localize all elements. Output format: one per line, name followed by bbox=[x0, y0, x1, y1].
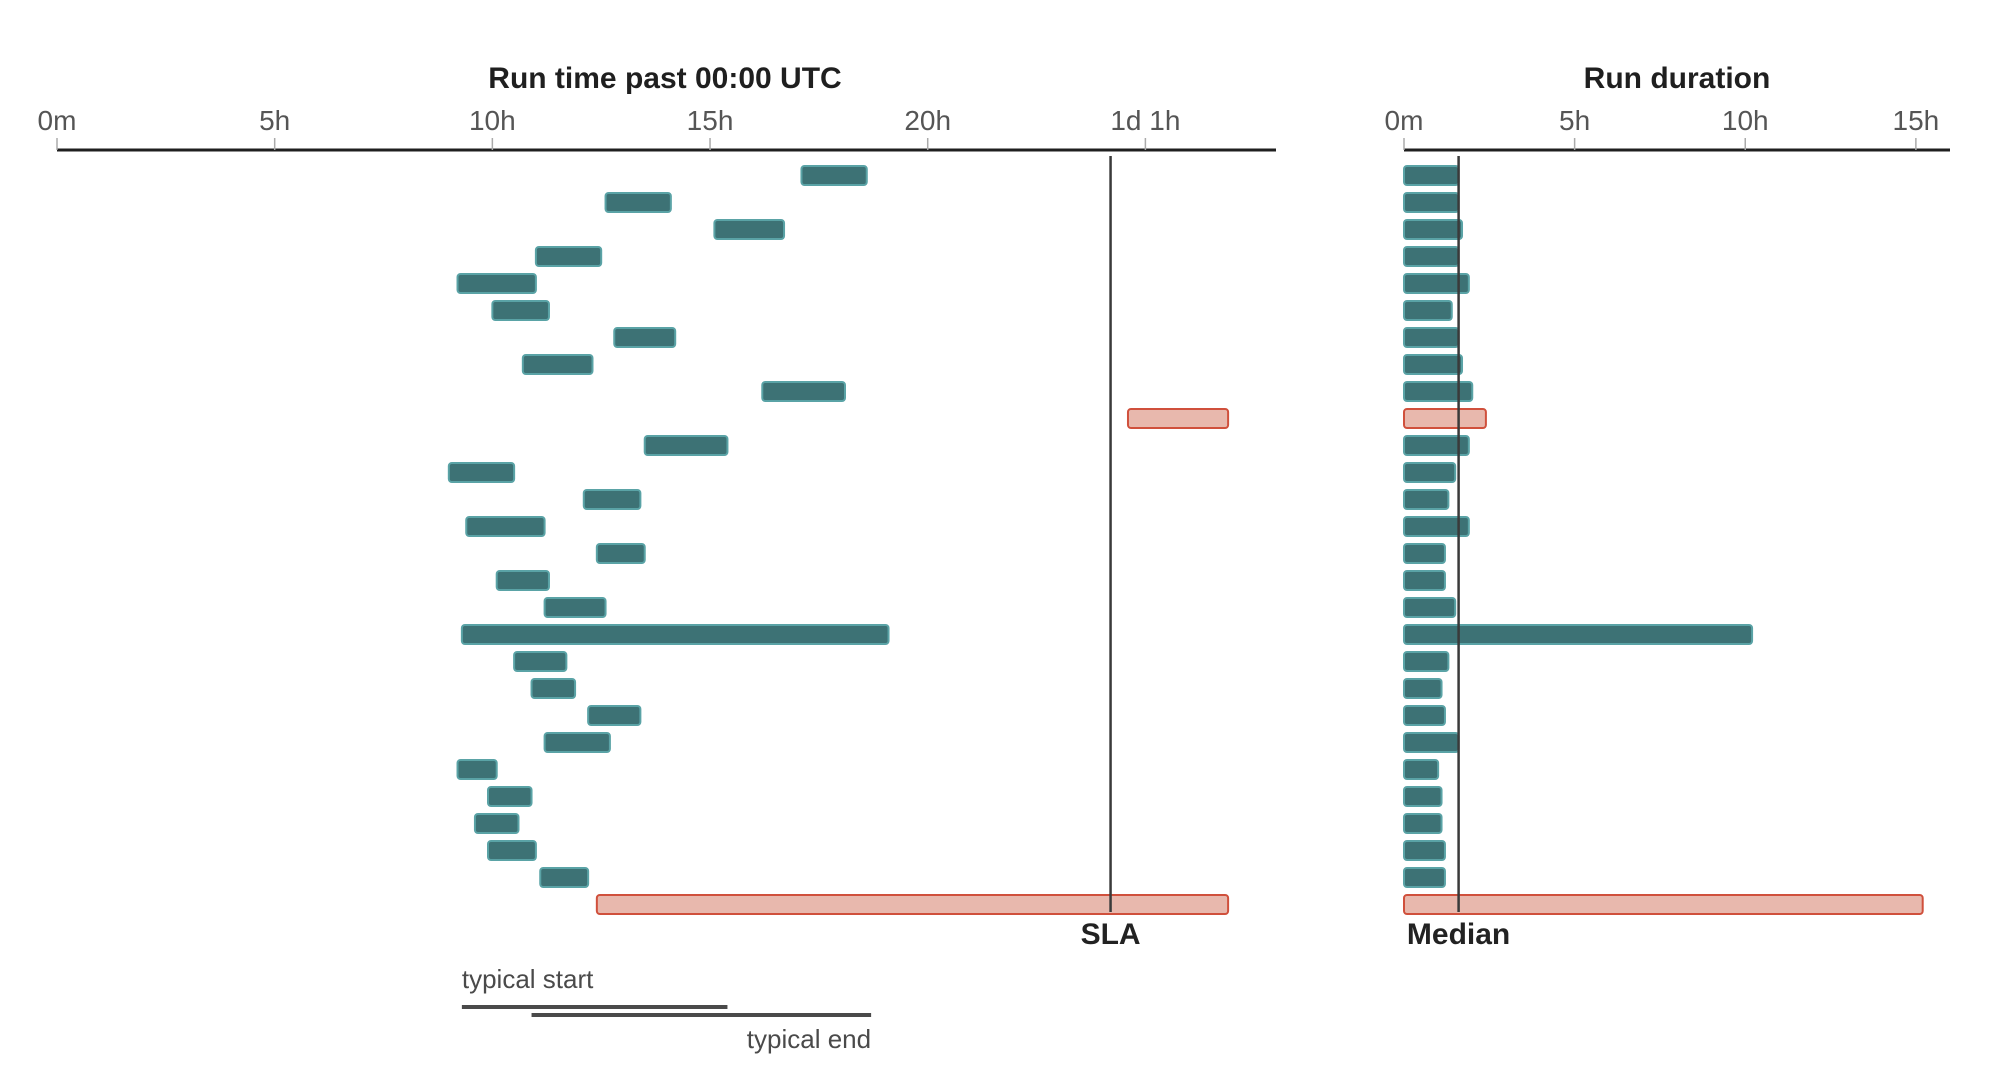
run-bar bbox=[447, 462, 516, 483]
typical-start-label: typical start bbox=[462, 964, 594, 994]
duration-bar bbox=[1403, 192, 1460, 213]
run-bar bbox=[456, 273, 537, 294]
run-bar bbox=[460, 624, 890, 645]
run-duration-tick-label: 10h bbox=[1722, 105, 1769, 136]
run-time-tick-label: 1d 1h bbox=[1110, 105, 1180, 136]
duration-bar bbox=[1403, 732, 1460, 753]
run-bar bbox=[491, 300, 550, 321]
run-bar bbox=[530, 678, 577, 699]
run-duration-panel: Run duration 0m 5h 10h 15h Median bbox=[1385, 62, 1950, 951]
run-duration-tick-label: 15h bbox=[1893, 105, 1940, 136]
run-time-panel: Run time past 00:00 UTC 0m 5h 10h 15h 20h 1d … bbox=[38, 62, 1276, 1054]
run-bar bbox=[487, 840, 537, 861]
duration-bar bbox=[1403, 300, 1453, 321]
run-duration-bars bbox=[1403, 165, 1924, 915]
run-duration-tick-label: 5h bbox=[1559, 105, 1590, 136]
duration-bar bbox=[1403, 273, 1470, 294]
run-bar bbox=[543, 597, 607, 618]
duration-bar bbox=[1403, 705, 1446, 726]
duration-bar bbox=[1403, 165, 1460, 186]
run-bar bbox=[513, 651, 568, 672]
duration-bar bbox=[1403, 489, 1450, 510]
duration-bar bbox=[1403, 651, 1450, 672]
duration-bar bbox=[1403, 246, 1460, 267]
duration-bar bbox=[1403, 354, 1464, 375]
run-bar bbox=[643, 435, 729, 456]
duration-bar bbox=[1403, 678, 1443, 699]
run-time-bars bbox=[447, 165, 1230, 915]
duration-bar bbox=[1403, 516, 1470, 537]
run-time-tick-label: 0m bbox=[38, 105, 77, 136]
sla-label: SLA bbox=[1081, 918, 1141, 951]
run-bar bbox=[761, 381, 846, 402]
duration-bar bbox=[1403, 840, 1446, 861]
duration-bar bbox=[1403, 624, 1754, 645]
run-time-ticks: 0m 5h 10h 15h 20h 1d 1h bbox=[38, 105, 1180, 150]
run-time-title: Run time past 00:00 UTC bbox=[488, 62, 841, 95]
typical-range-legend: typical start typical end bbox=[461, 964, 872, 1054]
run-bar bbox=[534, 246, 603, 267]
duration-bar bbox=[1403, 327, 1460, 348]
run-bar bbox=[465, 516, 546, 537]
duration-bar bbox=[1403, 786, 1443, 807]
run-bar-late bbox=[595, 894, 1230, 915]
duration-bar bbox=[1403, 597, 1457, 618]
duration-bar bbox=[1403, 543, 1446, 564]
run-bar bbox=[495, 570, 550, 591]
run-bar bbox=[713, 219, 786, 240]
run-bar bbox=[521, 354, 594, 375]
run-bar bbox=[456, 759, 498, 780]
run-bar bbox=[582, 489, 642, 510]
run-time-tick-label: 10h bbox=[469, 105, 516, 136]
duration-bar bbox=[1403, 867, 1446, 888]
run-bar bbox=[473, 813, 520, 834]
run-time-tick-label: 15h bbox=[687, 105, 734, 136]
run-bar-late bbox=[1126, 408, 1230, 429]
duration-bar bbox=[1403, 570, 1446, 591]
median-label: Median bbox=[1407, 918, 1510, 951]
typical-end-label: typical end bbox=[747, 1024, 871, 1054]
run-duration-tick-label: 0m bbox=[1385, 105, 1424, 136]
duration-bar bbox=[1403, 381, 1474, 402]
run-duration-title: Run duration bbox=[1584, 62, 1771, 95]
duration-bar bbox=[1403, 462, 1457, 483]
run-bar bbox=[487, 786, 533, 807]
run-time-tick-label: 5h bbox=[259, 105, 290, 136]
run-time-tick-label: 20h bbox=[904, 105, 951, 136]
run-bar bbox=[587, 705, 642, 726]
duration-bar bbox=[1403, 219, 1464, 240]
duration-bar bbox=[1403, 759, 1440, 780]
run-bar bbox=[539, 867, 590, 888]
duration-bar bbox=[1403, 813, 1443, 834]
duration-bar-late bbox=[1403, 894, 1924, 915]
run-bar bbox=[604, 192, 672, 213]
run-bar bbox=[613, 327, 677, 348]
run-bar bbox=[800, 165, 868, 186]
duration-bar bbox=[1403, 435, 1470, 456]
duration-bar-late bbox=[1403, 408, 1487, 429]
run-duration-ticks: 0m 5h 10h 15h bbox=[1385, 105, 1940, 150]
run-bar bbox=[543, 732, 611, 753]
run-bar bbox=[595, 543, 646, 564]
